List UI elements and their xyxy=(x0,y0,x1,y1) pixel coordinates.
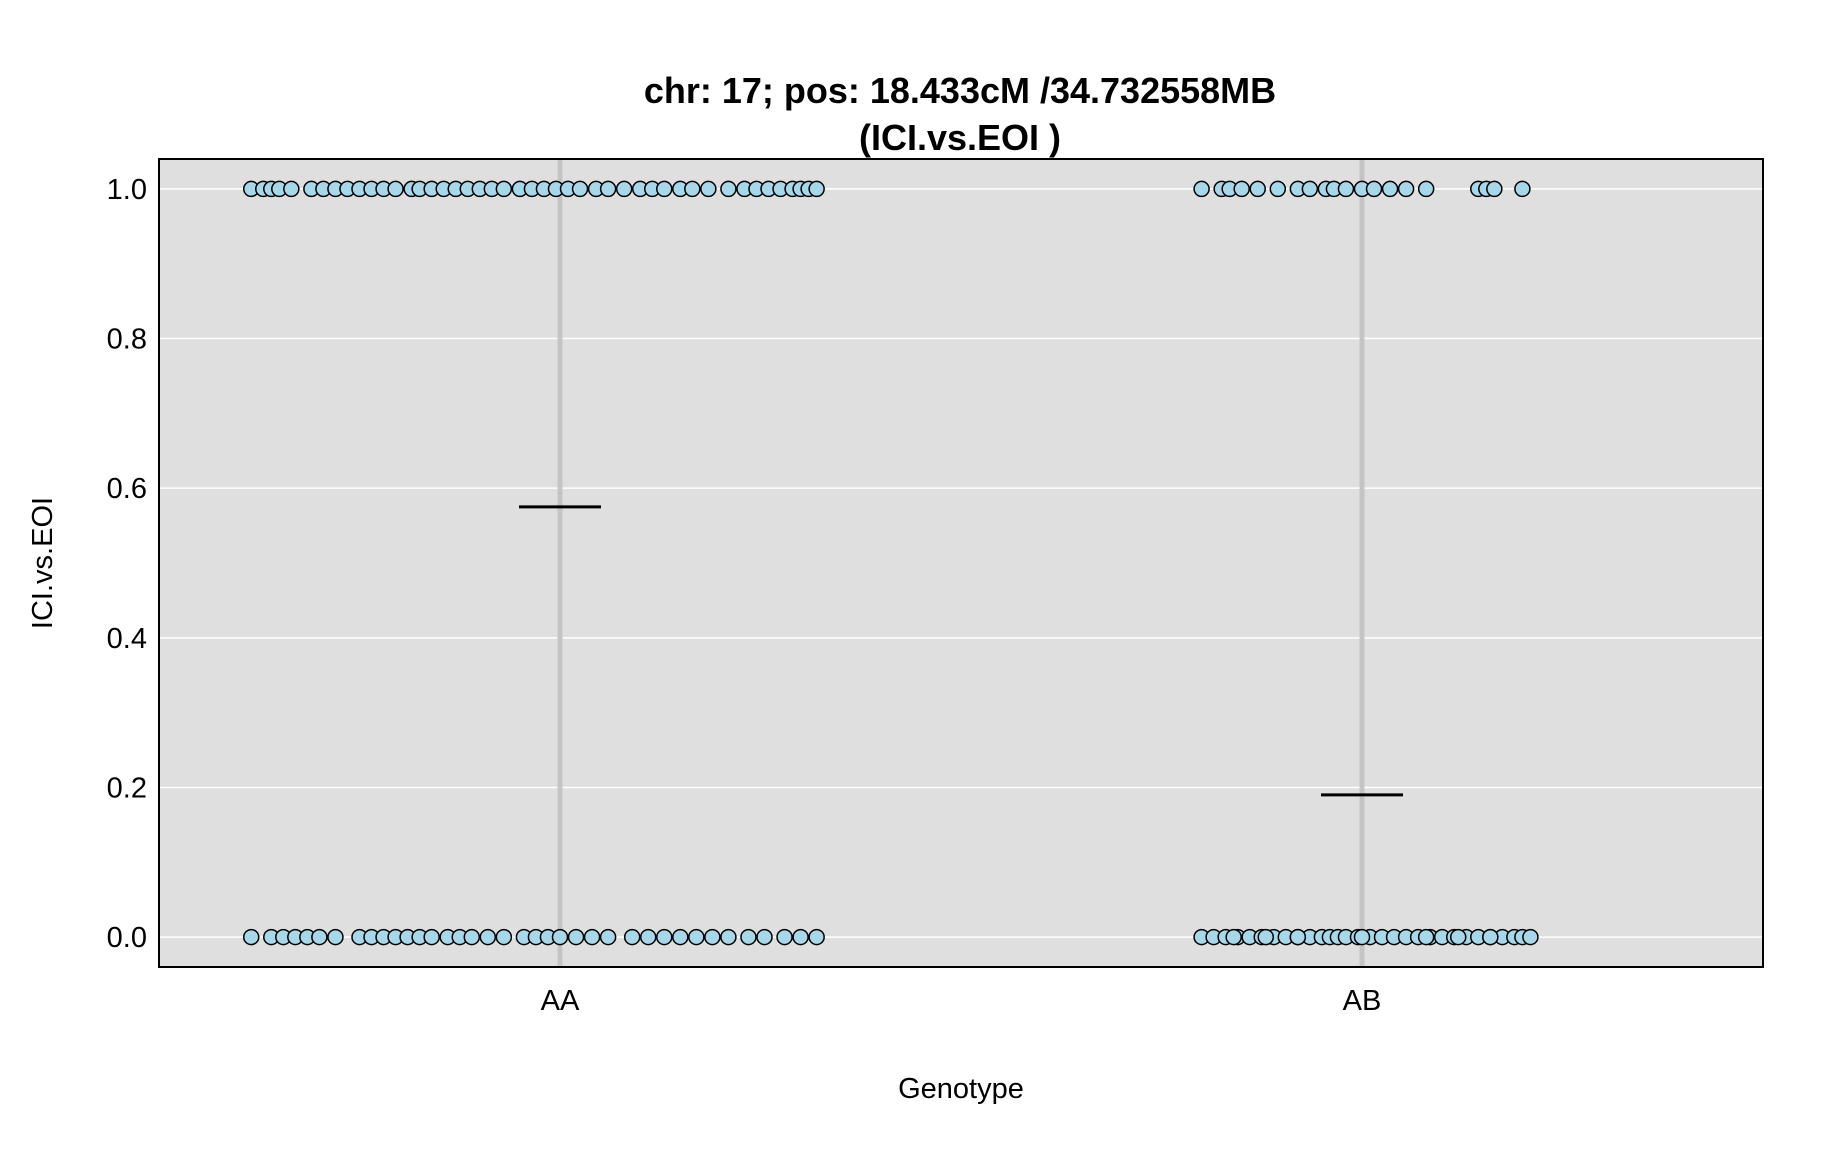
data-point xyxy=(583,928,601,946)
data-point xyxy=(551,928,569,946)
y-tick-label: 0.8 xyxy=(107,324,147,356)
data-point xyxy=(776,928,793,946)
data-point xyxy=(808,180,825,198)
data-point xyxy=(756,928,773,946)
y-tick-label: 1.0 xyxy=(107,174,147,206)
data-point xyxy=(599,180,617,198)
y-tick-label: 0.2 xyxy=(107,772,147,804)
y-axis-ticks: 0.0 0.2 0.4 0.6 0.8 1.0 xyxy=(107,174,147,954)
x-axis-ticks: AA AB xyxy=(541,985,1382,1017)
chart-title-line-2: (ICI.vs.EOI ) xyxy=(859,117,1061,158)
data-point xyxy=(311,928,328,946)
data-point xyxy=(1193,180,1210,198)
data-point xyxy=(571,180,589,198)
data-point xyxy=(720,928,737,946)
y-tick-label: 0.6 xyxy=(107,473,147,505)
data-point xyxy=(740,928,757,946)
data-point xyxy=(327,928,344,946)
data-point xyxy=(283,180,300,198)
x-tick-label: AA xyxy=(541,985,580,1017)
y-axis-label: ICI.vs.EOI xyxy=(27,497,59,629)
y-tick-label: 0.0 xyxy=(107,922,147,954)
category-lines xyxy=(557,159,1365,967)
plot-panel xyxy=(158,158,1764,968)
data-point xyxy=(684,180,701,198)
data-point xyxy=(495,928,513,946)
data-points xyxy=(242,180,1539,946)
x-axis-label: Genotype xyxy=(898,1073,1024,1105)
data-point xyxy=(1381,180,1399,198)
data-point xyxy=(1225,928,1242,946)
data-point xyxy=(387,180,404,198)
data-point xyxy=(1289,928,1307,946)
data-point xyxy=(1449,928,1467,946)
data-point xyxy=(1269,180,1287,198)
x-tick-label: AB xyxy=(1343,985,1382,1017)
data-point xyxy=(656,180,673,198)
data-point xyxy=(808,928,825,946)
data-point xyxy=(1514,180,1531,198)
data-point xyxy=(599,928,617,946)
chart-title-line-1: chr: 17; pos: 18.433cM /34.732558MB xyxy=(644,70,1276,111)
data-point xyxy=(567,928,585,946)
data-point xyxy=(1365,180,1383,198)
data-point xyxy=(639,928,657,946)
data-point xyxy=(1301,180,1319,198)
data-point xyxy=(623,928,641,946)
data-point xyxy=(495,180,513,198)
data-point xyxy=(1482,928,1499,946)
data-point xyxy=(1353,928,1371,946)
data-point xyxy=(1522,928,1539,946)
data-point xyxy=(615,180,633,198)
data-point xyxy=(1397,180,1415,198)
data-point xyxy=(672,928,689,946)
panel-background xyxy=(159,159,1763,967)
data-point xyxy=(1249,180,1266,198)
data-point xyxy=(792,928,809,946)
data-point xyxy=(704,928,721,946)
data-point xyxy=(463,928,481,946)
data-point xyxy=(688,928,705,946)
panel-border xyxy=(158,158,1764,968)
data-point xyxy=(1417,180,1435,198)
data-point xyxy=(1257,928,1275,946)
mean-lines xyxy=(519,505,1403,797)
data-point xyxy=(720,180,737,198)
data-point xyxy=(242,928,260,946)
y-tick-label: 0.4 xyxy=(107,623,147,655)
data-point xyxy=(656,928,673,946)
data-point xyxy=(479,928,497,946)
data-point xyxy=(1417,928,1435,946)
data-point xyxy=(423,928,440,946)
data-point xyxy=(1337,180,1355,198)
data-point xyxy=(1486,180,1503,198)
data-point xyxy=(1233,180,1250,198)
data-point xyxy=(700,180,717,198)
